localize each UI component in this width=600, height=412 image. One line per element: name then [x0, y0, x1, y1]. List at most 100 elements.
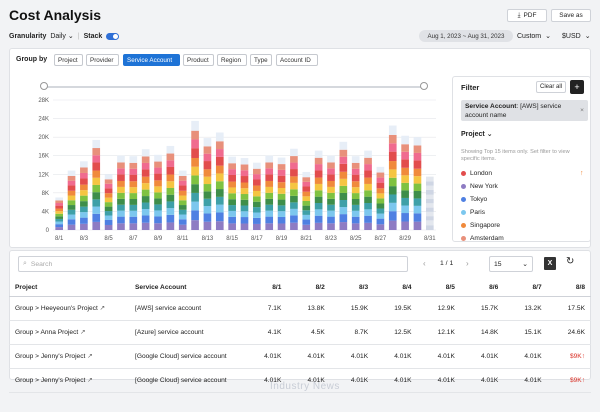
bar-segment[interactable]	[240, 158, 249, 165]
bar-segment[interactable]	[166, 194, 175, 202]
bar-segment[interactable]	[376, 193, 385, 199]
group-by-chip[interactable]: Type	[250, 54, 272, 66]
bar-segment[interactable]	[228, 210, 236, 217]
group-by-chip[interactable]: Product	[183, 54, 214, 66]
pin-icon[interactable]: ↑	[580, 170, 584, 177]
bar-segment[interactable]	[314, 164, 323, 171]
bar-segment[interactable]	[351, 156, 360, 163]
table-row[interactable]: Group > Heeyeoun's Project ↗ [AWS] servic…	[9, 296, 591, 321]
bar-segment[interactable]	[92, 139, 101, 149]
bar-segment[interactable]	[92, 177, 101, 185]
bar-segment[interactable]	[302, 210, 311, 215]
bar-segment[interactable]	[228, 174, 236, 182]
bar-segment[interactable]	[215, 221, 224, 230]
bar-segment[interactable]	[67, 214, 76, 220]
bar-segment[interactable]	[364, 183, 372, 191]
bar-segment[interactable]	[215, 141, 224, 150]
bar-segment[interactable]	[351, 187, 360, 194]
bar-segment[interactable]	[203, 169, 212, 177]
bar-segment[interactable]	[117, 162, 125, 169]
bar-segment[interactable]	[253, 217, 261, 224]
bar-segment[interactable]	[240, 199, 249, 206]
bar-segment[interactable]	[178, 224, 187, 230]
bar-segment[interactable]	[104, 206, 113, 212]
bar-segment[interactable]	[104, 202, 113, 207]
bar-segment[interactable]	[425, 207, 434, 212]
prev-page-icon[interactable]: ‹	[423, 259, 426, 268]
bar-segment[interactable]	[203, 153, 212, 162]
bar-segment[interactable]	[339, 141, 348, 150]
bar-segment[interactable]	[425, 199, 434, 204]
column-header[interactable]: 8/1	[244, 280, 288, 297]
bar-segment[interactable]	[92, 155, 101, 163]
bar-segment[interactable]	[314, 196, 323, 204]
bar-segment[interactable]	[203, 191, 212, 199]
bar-segment[interactable]	[92, 221, 101, 230]
bar-segment[interactable]	[253, 223, 261, 230]
column-header[interactable]: Project	[9, 280, 129, 297]
bar-segment[interactable]	[351, 223, 360, 230]
bar-segment[interactable]	[166, 145, 175, 154]
legend-item[interactable]: Tokyo	[461, 196, 487, 203]
bar-segment[interactable]	[364, 215, 372, 223]
bar-segment[interactable]	[154, 173, 162, 181]
bar-segment[interactable]	[191, 210, 199, 221]
bar-segment[interactable]	[80, 161, 88, 168]
bar-segment[interactable]	[166, 181, 175, 188]
stack-toggle[interactable]	[106, 32, 120, 40]
bar-segment[interactable]	[351, 168, 360, 175]
bar-segment[interactable]	[240, 164, 249, 171]
bar-segment[interactable]	[265, 174, 274, 181]
bar-segment[interactable]	[327, 168, 335, 175]
bar-segment[interactable]	[376, 224, 385, 230]
bar-segment[interactable]	[327, 174, 335, 181]
bar-segment[interactable]	[129, 204, 138, 211]
bar-segment[interactable]	[327, 180, 335, 187]
bar-segment[interactable]	[80, 217, 88, 224]
bar-segment[interactable]	[364, 203, 372, 210]
bar-segment[interactable]	[339, 156, 348, 164]
bar-segment[interactable]	[117, 192, 125, 199]
bar-segment[interactable]	[253, 185, 261, 191]
bar-segment[interactable]	[178, 209, 187, 215]
bar-segment[interactable]	[80, 167, 88, 173]
bar-segment[interactable]	[67, 185, 76, 191]
external-link-icon[interactable]: ↗	[97, 305, 106, 312]
bar-segment[interactable]	[351, 162, 360, 169]
bar-segment[interactable]	[277, 157, 286, 165]
bar-segment[interactable]	[129, 168, 138, 175]
bar-segment[interactable]	[302, 205, 311, 211]
bar-segment[interactable]	[228, 181, 236, 188]
bar-segment[interactable]	[154, 198, 162, 205]
bar-segment[interactable]	[302, 224, 311, 230]
bar-segment[interactable]	[80, 206, 88, 213]
bar-segment[interactable]	[215, 181, 224, 190]
column-header[interactable]: 8/8	[547, 280, 591, 297]
bar-segment[interactable]	[92, 206, 101, 214]
bar-segment[interactable]	[425, 220, 434, 226]
bar-segment[interactable]	[215, 165, 224, 174]
bar-segment[interactable]	[413, 145, 422, 153]
bar-segment[interactable]	[277, 175, 286, 183]
bar-segment[interactable]	[302, 177, 311, 182]
bar-segment[interactable]	[80, 201, 88, 207]
bar-segment[interactable]	[277, 205, 286, 212]
bar-segment[interactable]	[413, 221, 422, 230]
bar-segment[interactable]	[339, 192, 348, 201]
bar-segment[interactable]	[401, 221, 409, 230]
bar-segment[interactable]	[191, 148, 199, 158]
group-by-chip[interactable]: Account ID	[276, 54, 318, 66]
bar-segment[interactable]	[228, 187, 236, 194]
bar-segment[interactable]	[364, 150, 372, 158]
bar-segment[interactable]	[240, 205, 249, 212]
bar-segment[interactable]	[401, 151, 409, 160]
bar-segment[interactable]	[277, 164, 286, 170]
bar-segment[interactable]	[425, 216, 434, 221]
bar-segment[interactable]	[302, 200, 311, 206]
bar-segment[interactable]	[302, 181, 311, 187]
bar-segment[interactable]	[413, 160, 422, 169]
bar-segment[interactable]	[55, 203, 64, 206]
group-by-chip[interactable]: Provider	[86, 54, 119, 66]
bar-segment[interactable]	[178, 214, 187, 220]
column-header[interactable]: 8/5	[417, 280, 461, 297]
